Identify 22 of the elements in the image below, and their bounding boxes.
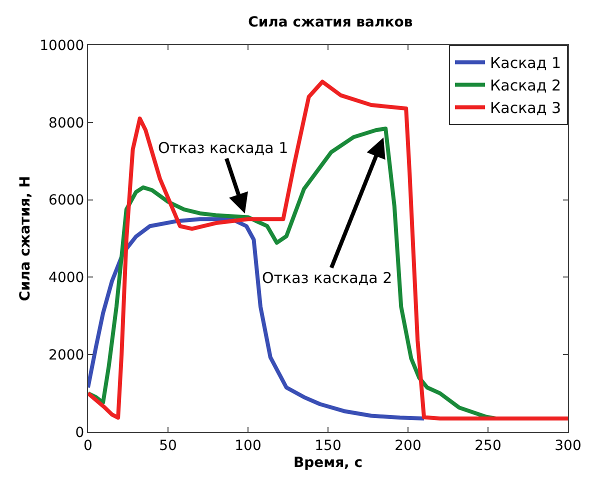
chart-title: Сила сжатия валков [248,14,413,31]
y-tick-label: 6000 [48,192,84,209]
y-tick-label: 10000 [40,38,84,54]
y-tick-label: 8000 [48,115,84,132]
y-tick-label: 4000 [48,270,84,286]
legend-label: Каскад 1 [490,54,562,72]
x-tick-label: 200 [394,438,422,454]
x-tick-label: 150 [314,438,342,454]
y-axis-title: Сила сжатия, Н [17,176,34,302]
x-tick-label: 300 [554,438,582,454]
annotation: Отказ каскада 1 [158,139,288,157]
legend-label: Каскад 3 [490,99,562,118]
x-axis-title: Время, с [293,455,363,472]
x-tick-label: 100 [234,438,262,454]
legend-label: Каскад 2 [490,76,562,95]
y-tick-label: 2000 [48,348,84,364]
line-series [88,80,568,420]
x-tick-label: 250 [474,438,502,454]
y-tick-label: 0 [75,424,84,441]
x-tick-label: 50 [159,438,177,454]
annotation: Отказ каскада 2 [262,269,392,287]
line-series [88,217,426,420]
